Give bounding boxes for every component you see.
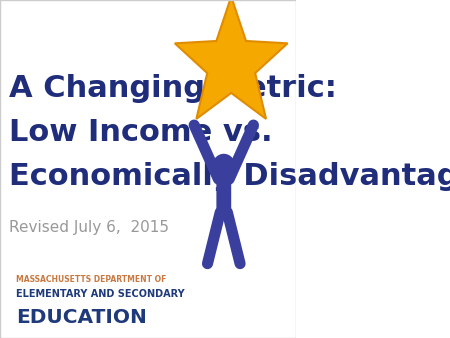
Text: A Changing Metric:: A Changing Metric:	[9, 74, 337, 103]
Text: ELEMENTARY AND SECONDARY: ELEMENTARY AND SECONDARY	[16, 289, 185, 299]
Polygon shape	[175, 0, 288, 119]
Text: Economically Disadvantaged: Economically Disadvantaged	[9, 162, 450, 191]
Text: MASSACHUSETTS DEPARTMENT OF: MASSACHUSETTS DEPARTMENT OF	[16, 275, 166, 285]
Circle shape	[212, 154, 235, 180]
Text: Revised July 6,  2015: Revised July 6, 2015	[9, 220, 169, 235]
FancyBboxPatch shape	[216, 174, 231, 215]
Text: EDUCATION: EDUCATION	[16, 308, 147, 327]
Text: Low Income vs.: Low Income vs.	[9, 118, 273, 147]
